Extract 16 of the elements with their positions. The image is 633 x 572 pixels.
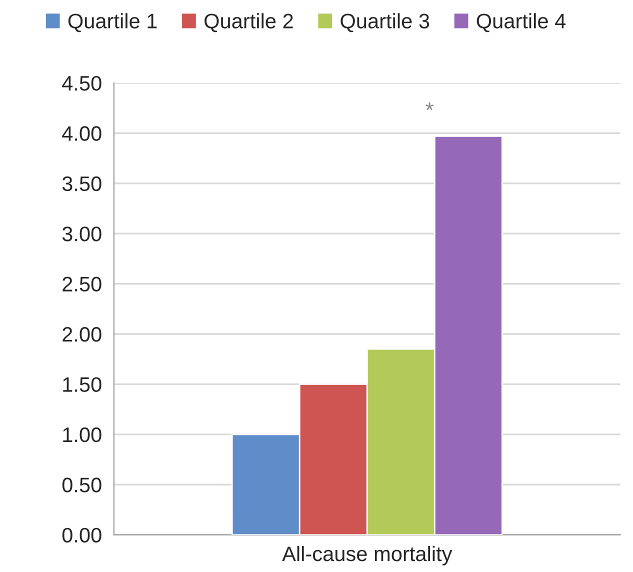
y-tick-label: 0.00	[62, 528, 102, 543]
y-tick-label: 3.00	[62, 226, 102, 242]
y-tick-label: 1.50	[63, 377, 102, 392]
legend-label: Quartile 3	[340, 13, 430, 32]
y-tick-label: 4.00	[62, 126, 102, 141]
y-tick-label: 0.50	[62, 478, 102, 492]
y-tick-label: 4.50	[62, 76, 102, 91]
y-tick-label: 2.00	[62, 326, 102, 342]
y-tick-label: 3.50	[62, 176, 102, 192]
legend-label: Quartile 4	[476, 13, 566, 32]
legend-label: Quartile 2	[204, 13, 293, 32]
legend-label: Quartile 1	[68, 13, 157, 32]
y-tick-label: 1.00	[63, 427, 102, 442]
y-tick-label: 2.50	[62, 276, 102, 292]
annotation: *	[426, 102, 434, 110]
x-tick-label: All-cause mortality	[282, 546, 452, 566]
